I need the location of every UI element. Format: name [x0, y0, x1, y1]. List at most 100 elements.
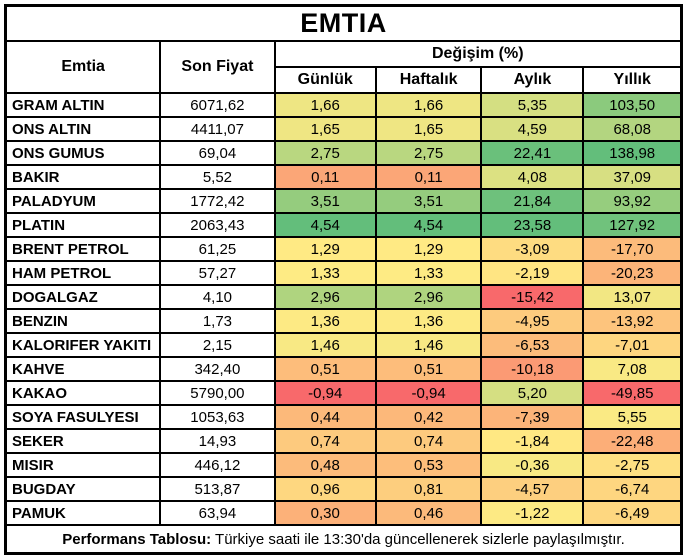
column-header-weekly: Haftalık [374, 66, 483, 94]
change-cell-weekly: 2,96 [374, 284, 483, 310]
change-cell-daily: 0,96 [273, 476, 377, 502]
change-cell-monthly: -6,53 [480, 332, 585, 358]
change-cell-weekly: 2,75 [374, 140, 483, 166]
change-cell-yearly: -6,74 [582, 476, 683, 502]
change-cell-daily: 1,66 [273, 92, 377, 118]
change-cell-monthly: -4,95 [480, 308, 585, 334]
change-cell-monthly: -0,36 [480, 452, 585, 478]
last-price: 61,25 [159, 236, 276, 262]
last-price: 2,15 [159, 332, 276, 358]
change-cell-weekly: 1,29 [374, 236, 483, 262]
commodity-name: MISIR [4, 452, 162, 478]
change-cell-yearly: 37,09 [582, 164, 683, 190]
column-header-yearly: Yıllık [582, 66, 683, 94]
change-cell-yearly: -49,85 [582, 380, 683, 406]
commodity-name: SOYA FASULYESI [4, 404, 162, 430]
change-cell-daily: 0,11 [273, 164, 377, 190]
table-row: HAM PETROL 57,27 1,33 1,33 -2,19 -20,23 [4, 260, 683, 286]
change-cell-weekly: 0,42 [374, 404, 483, 430]
change-cell-monthly: -1,84 [480, 428, 585, 454]
table-row: ONS GUMUS 69,04 2,75 2,75 22,41 138,98 [4, 140, 683, 166]
change-cell-monthly: 5,35 [480, 92, 585, 118]
table-footer: Performans Tablosu: Türkiye saati ile 13… [4, 524, 683, 555]
commodity-name: KALORIFER YAKITI [4, 332, 162, 358]
change-cell-daily: 3,51 [273, 188, 377, 214]
change-cell-monthly: 4,08 [480, 164, 585, 190]
table-row: BRENT PETROL 61,25 1,29 1,29 -3,09 -17,70 [4, 236, 683, 262]
header-row-1: Emtia Son Fiyat Değişim (%) [4, 40, 683, 94]
change-cell-weekly: 0,46 [374, 500, 483, 526]
change-cell-daily: 2,75 [273, 140, 377, 166]
commodity-name: SEKER [4, 428, 162, 454]
change-cell-daily: 0,30 [273, 500, 377, 526]
change-cell-yearly: 68,08 [582, 116, 683, 142]
last-price: 63,94 [159, 500, 276, 526]
change-cell-yearly: -17,70 [582, 236, 683, 262]
last-price: 1,73 [159, 308, 276, 334]
change-cell-monthly: -2,19 [480, 260, 585, 286]
header-row-2: Günlük Haftalık Aylık Yıllık [6, 66, 683, 94]
change-cell-daily: 1,29 [273, 236, 377, 262]
change-cell-weekly: 4,54 [374, 212, 483, 238]
page-title: EMTIA [4, 4, 683, 42]
last-price: 14,93 [159, 428, 276, 454]
change-cell-weekly: 1,65 [374, 116, 483, 142]
change-cell-daily: 1,36 [273, 308, 377, 334]
change-cell-yearly: -13,92 [582, 308, 683, 334]
column-header-monthly: Aylık [480, 66, 585, 94]
change-cell-weekly: 1,33 [374, 260, 483, 286]
table-row: PALADYUM 1772,42 3,51 3,51 21,84 93,92 [4, 188, 683, 214]
last-price: 342,40 [159, 356, 276, 382]
table-row: KALORIFER YAKITI 2,15 1,46 1,46 -6,53 -7,01 [4, 332, 683, 358]
change-cell-daily: 1,65 [273, 116, 377, 142]
change-cell-weekly: 1,36 [374, 308, 483, 334]
change-cell-weekly: 0,74 [374, 428, 483, 454]
change-cell-daily: 0,51 [273, 356, 377, 382]
change-cell-daily: 0,48 [273, 452, 377, 478]
change-cell-yearly: 5,55 [582, 404, 683, 430]
change-cell-yearly: 93,92 [582, 188, 683, 214]
commodity-name: ONS GUMUS [4, 140, 162, 166]
change-cell-yearly: 7,08 [582, 356, 683, 382]
last-price: 5790,00 [159, 380, 276, 406]
change-cell-yearly: -22,48 [582, 428, 683, 454]
table-row: KAKAO 5790,00 -0,94 -0,94 5,20 -49,85 [4, 380, 683, 406]
change-cell-yearly: -20,23 [582, 260, 683, 286]
change-cell-monthly: 21,84 [480, 188, 585, 214]
change-cell-daily: 0,44 [273, 404, 377, 430]
table-row: GRAM ALTIN 6071,62 1,66 1,66 5,35 103,50 [4, 92, 683, 118]
column-header-last-price: Son Fiyat [159, 40, 276, 94]
change-cell-monthly: 5,20 [480, 380, 585, 406]
footer-note-text: Türkiye saati ile 13:30'da güncellenerek… [215, 530, 625, 548]
change-cell-yearly: 127,92 [582, 212, 683, 238]
last-price: 446,12 [159, 452, 276, 478]
change-cell-weekly: 0,51 [374, 356, 483, 382]
commodity-name: BRENT PETROL [4, 236, 162, 262]
column-header-daily: Günlük [273, 66, 377, 94]
footer-row: Performans Tablosu: Türkiye saati ile 13… [4, 524, 683, 555]
commodity-name: PLATIN [4, 212, 162, 238]
change-cell-daily: 1,33 [273, 260, 377, 286]
table-row: BAKIR 5,52 0,11 0,11 4,08 37,09 [4, 164, 683, 190]
commodity-name: BENZIN [4, 308, 162, 334]
change-cell-weekly: 1,66 [374, 92, 483, 118]
change-cell-yearly: 103,50 [582, 92, 683, 118]
column-header-change-group: Değişim (%) [273, 40, 683, 68]
commodity-name: KAHVE [4, 356, 162, 382]
change-cell-daily: 1,46 [273, 332, 377, 358]
table-row: ONS ALTIN 4411,07 1,65 1,65 4,59 68,08 [4, 116, 683, 142]
commodity-name: KAKAO [4, 380, 162, 406]
commodity-name: HAM PETROL [4, 260, 162, 286]
table-row: SOYA FASULYESI 1053,63 0,44 0,42 -7,39 5,55 [4, 404, 683, 430]
change-cell-daily: -0,94 [273, 380, 377, 406]
commodity-name: BUGDAY [4, 476, 162, 502]
commodity-name: BAKIR [4, 164, 162, 190]
last-price: 2063,43 [159, 212, 276, 238]
commodity-name: ONS ALTIN [4, 116, 162, 142]
last-price: 1772,42 [159, 188, 276, 214]
table-row: BENZIN 1,73 1,36 1,36 -4,95 -13,92 [4, 308, 683, 334]
table-row: SEKER 14,93 0,74 0,74 -1,84 -22,48 [4, 428, 683, 454]
emtia-table: EMTIA Emtia Son Fiyat Değişim (%) Günlük… [4, 4, 683, 555]
change-cell-monthly: 4,59 [480, 116, 585, 142]
